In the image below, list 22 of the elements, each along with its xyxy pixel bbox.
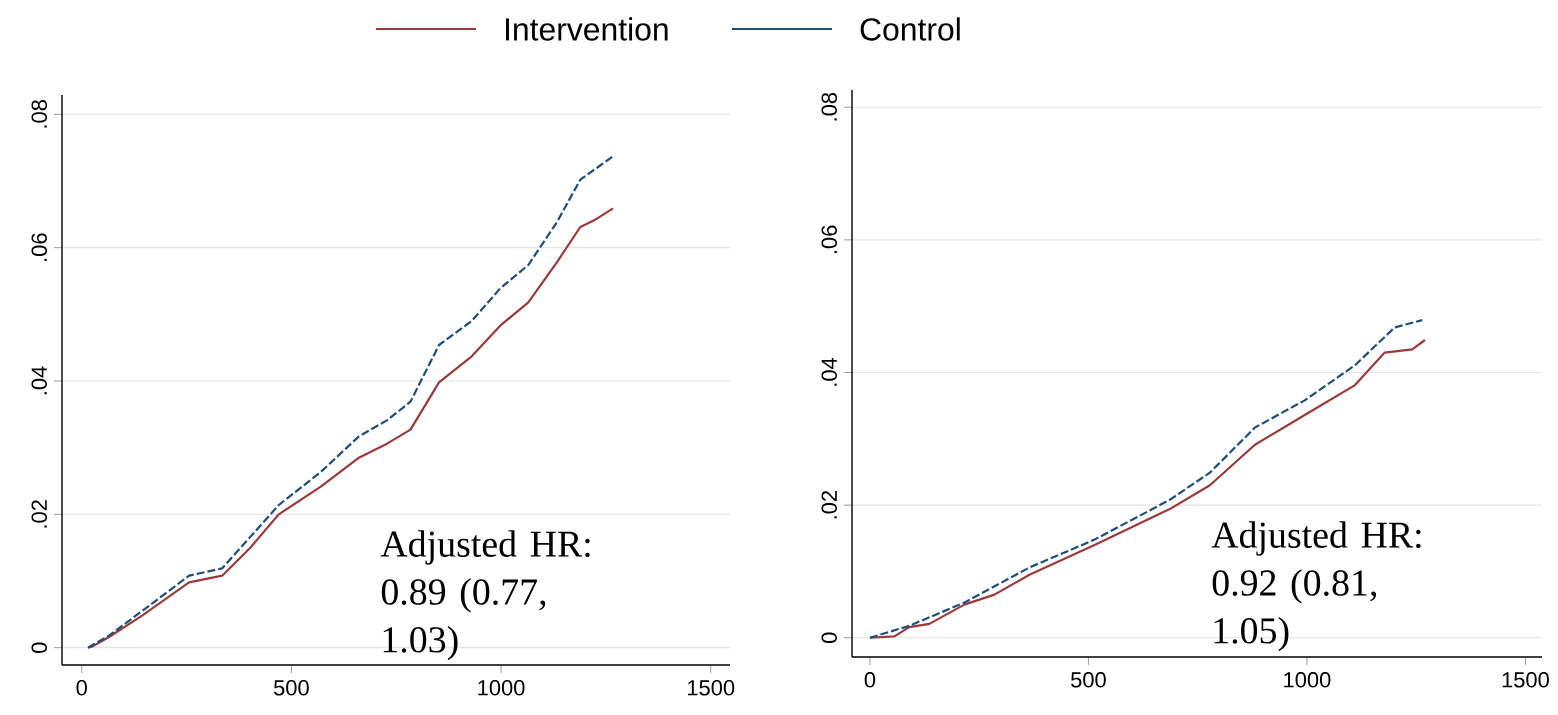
y-tick-label: 0 [821, 632, 837, 644]
annotation: Adjusted HR: 0.92 (0.81, 1.05) [1211, 521, 1421, 652]
x-tick-label: 1000 [1284, 672, 1331, 688]
y-tick-label: .02 [31, 500, 47, 528]
y-tick-label: .08 [31, 100, 47, 128]
y-tick-label: .04 [821, 357, 837, 386]
x-tick-label: 0 [76, 680, 87, 696]
y-tick-label: .08 [821, 92, 837, 121]
x-tick-label: 500 [1071, 672, 1106, 688]
y-tick-label: .04 [31, 366, 47, 395]
y-tick-label: .06 [821, 225, 837, 254]
x-tick-label: 1500 [688, 680, 735, 696]
x-tick-label: 1000 [478, 680, 525, 696]
y-tick-label: .06 [31, 233, 47, 261]
x-tick-label: 500 [273, 680, 309, 696]
legend-label: Intervention [505, 17, 668, 41]
annotation: Adjusted HR: 0.89 (0.77, 1.03) [380, 530, 590, 661]
x-tick-label: 1500 [1502, 672, 1549, 688]
y-tick-label: 0 [31, 642, 47, 653]
x-tick-label: 0 [864, 672, 876, 688]
y-tick-label: .02 [821, 490, 837, 519]
legend-label: Control [860, 17, 960, 41]
